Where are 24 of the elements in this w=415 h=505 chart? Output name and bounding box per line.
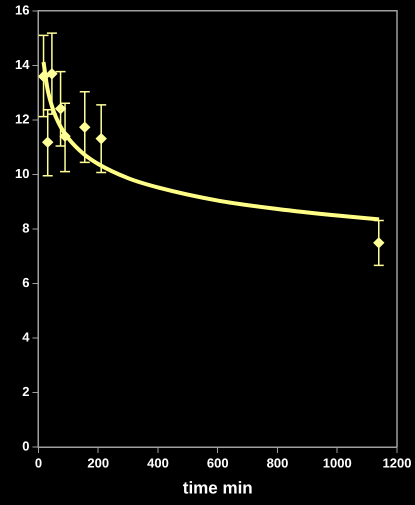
x-tick-label: 200 bbox=[87, 455, 110, 470]
point bbox=[55, 103, 66, 114]
point bbox=[60, 130, 71, 142]
point bbox=[373, 237, 384, 248]
point bbox=[79, 122, 90, 133]
y-tick-label: 12 bbox=[14, 111, 30, 126]
x-axis-title: time min bbox=[182, 478, 253, 498]
y-tick-label: 8 bbox=[22, 220, 30, 236]
y-tick-label: 16 bbox=[14, 2, 30, 18]
y-tick-label: 10 bbox=[14, 166, 30, 181]
x-tick-label: 0 bbox=[34, 455, 42, 470]
point bbox=[96, 133, 107, 144]
x-tick-label: 400 bbox=[147, 455, 169, 470]
x-tick-label: 1000 bbox=[322, 455, 352, 470]
y-tick-label: 0 bbox=[22, 438, 30, 454]
line-series bbox=[42, 60, 382, 222]
y-tick-label: 14 bbox=[14, 56, 30, 72]
point bbox=[42, 136, 54, 148]
x-tick-label: 600 bbox=[206, 455, 229, 470]
x-tick-label: 800 bbox=[266, 455, 288, 470]
y-tick-label: 6 bbox=[22, 275, 30, 290]
x-tick-label: 1200 bbox=[382, 455, 412, 470]
y-tick-label: 4 bbox=[22, 330, 30, 345]
y-tick-label: 2 bbox=[22, 384, 30, 400]
